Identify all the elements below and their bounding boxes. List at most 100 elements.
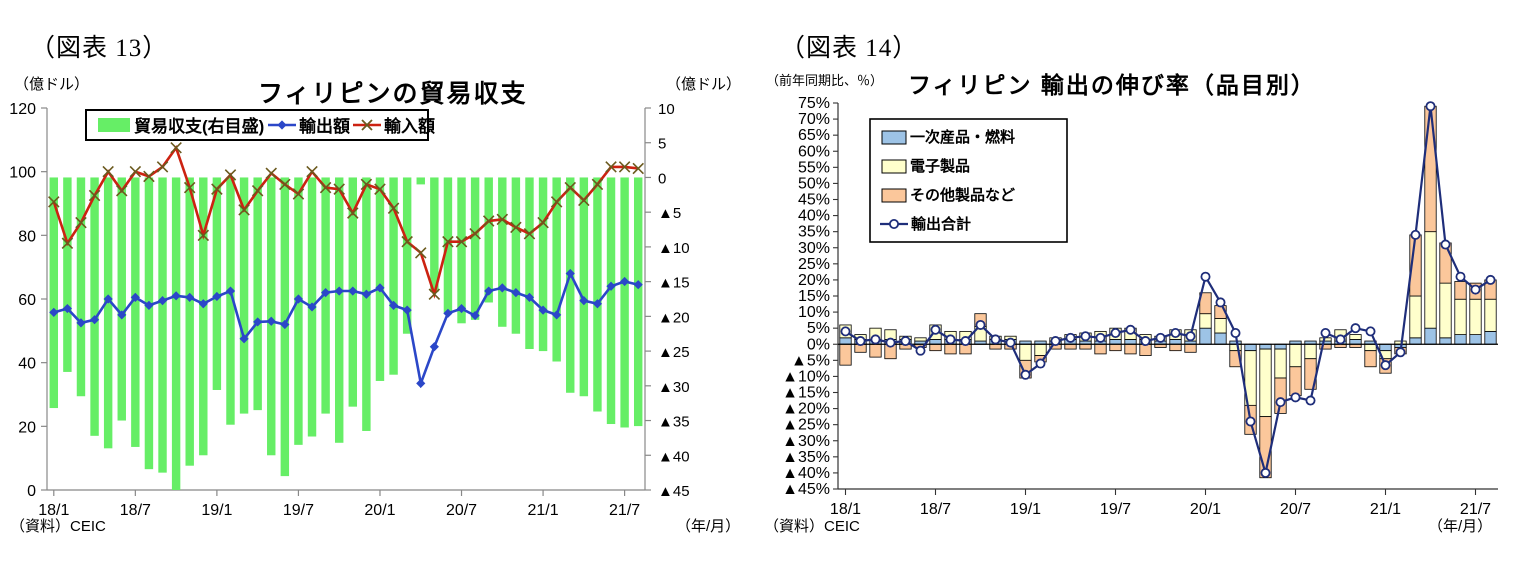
left-chart-bar bbox=[158, 177, 167, 473]
right-legend-marker-circle bbox=[888, 218, 899, 229]
left-chart-marker-diamond bbox=[293, 294, 304, 304]
right-chart-stacked-bar-segment bbox=[1439, 282, 1452, 339]
right-chart-y-tick-label: 25% bbox=[798, 256, 830, 273]
right-chart-stacked-bar-segment bbox=[1274, 377, 1287, 414]
left-chart-marker-cross bbox=[265, 167, 278, 180]
left-chart-marker-cross bbox=[197, 229, 210, 242]
left-chart-bar bbox=[633, 177, 643, 427]
left-chart-marker-diamond bbox=[321, 288, 331, 298]
figure-14-panel: （図表 14） （前年同期比、％） フィリピン 輸出の伸び率（品目別） （資料）… bbox=[760, 0, 1513, 580]
right-chart-y-tick-label: 10% bbox=[798, 304, 830, 321]
left-chart-marker-diamond bbox=[620, 276, 630, 287]
right-chart-marker-circle bbox=[1275, 397, 1286, 408]
left-chart-marker-cross bbox=[88, 189, 101, 202]
left-chart-marker-diamond bbox=[456, 303, 467, 314]
right-legend-label-1: 電子製品 bbox=[910, 157, 970, 175]
left-chart-marker-cross bbox=[61, 237, 74, 250]
left-chart-marker-cross bbox=[129, 165, 142, 178]
right-chart-title: フィリピン 輸出の伸び率（品目別） bbox=[908, 72, 1316, 98]
left-chart-marker-cross bbox=[632, 162, 644, 175]
left-chart-marker-cross bbox=[374, 183, 386, 195]
right-chart-stacked-bar-segment bbox=[1109, 339, 1122, 345]
left-chart-marker-diamond bbox=[361, 289, 371, 299]
left-chart-bar bbox=[103, 177, 113, 449]
left-chart-marker-cross bbox=[251, 185, 264, 197]
right-chart-stacked-bar-segment bbox=[1109, 343, 1122, 352]
left-chart-marker-diamond bbox=[524, 292, 535, 303]
right-chart-stacked-bar-segment bbox=[1319, 337, 1332, 342]
right-chart-stacked-bar-segment bbox=[944, 343, 957, 355]
right-chart-marker-circle bbox=[1170, 327, 1181, 338]
right-chart-stacked-bar-segment bbox=[1424, 105, 1437, 233]
left-chart-marker-diamond bbox=[103, 294, 113, 304]
right-chart-stacked-bar-segment bbox=[1259, 348, 1272, 418]
right-chart-stacked-bar-segment bbox=[1424, 327, 1437, 345]
left-chart-marker-diamond bbox=[416, 378, 426, 388]
right-chart-y-tick-label: 20% bbox=[798, 272, 830, 289]
left-chart-y2-tick-label: ▲20 bbox=[658, 309, 690, 326]
left-chart-marker-diamond bbox=[280, 319, 290, 330]
left-chart-marker-diamond bbox=[253, 317, 263, 327]
right-chart-y-tick-label: 45% bbox=[798, 192, 830, 209]
left-chart-marker-diamond bbox=[565, 268, 575, 279]
left-chart-y-tick-label: 60 bbox=[18, 292, 36, 309]
right-chart-stacked-bar-segment bbox=[1349, 339, 1362, 345]
right-chart-stacked-bar-segment bbox=[914, 337, 927, 342]
right-chart-y-tick-label: ▲20% bbox=[782, 401, 830, 418]
right-legend-label-total: 輸出合計 bbox=[911, 215, 971, 233]
left-chart-marker-diamond bbox=[130, 292, 140, 303]
left-chart-bar bbox=[63, 177, 72, 372]
right-chart-marker-circle bbox=[1485, 274, 1496, 285]
right-chart-stacked-bar-segment bbox=[1439, 337, 1452, 345]
left-chart-marker-cross bbox=[102, 165, 114, 178]
right-chart-stacked-bar-segment bbox=[1454, 334, 1467, 345]
right-chart-stacked-bar-segment bbox=[1424, 231, 1437, 329]
right-chart-y-tick-label: 75% bbox=[798, 95, 830, 112]
right-chart-stacked-bar-segment bbox=[1199, 313, 1212, 329]
right-chart-stacked-bar-segment bbox=[1364, 343, 1377, 352]
right-chart-stacked-bar-segment bbox=[1214, 332, 1227, 345]
right-chart-marker-circle bbox=[960, 336, 971, 347]
left-chart-marker-diamond bbox=[375, 283, 385, 293]
right-chart-y-tick-label: 70% bbox=[798, 111, 830, 128]
right-chart-stacked-bar-segment bbox=[1259, 343, 1272, 350]
right-chart-stacked-bar-segment bbox=[1124, 343, 1137, 355]
left-chart-marker-cross bbox=[75, 216, 87, 229]
left-chart-x-tick-label: 20/7 bbox=[446, 502, 477, 519]
left-chart-y2-tick-label: ▲5 bbox=[658, 205, 681, 222]
left-chart-marker-cross bbox=[455, 235, 468, 248]
left-chart-bar bbox=[498, 177, 507, 327]
left-chart-bar bbox=[511, 177, 521, 334]
right-chart-x-tick-label: 21/1 bbox=[1370, 501, 1401, 518]
right-chart-marker-circle bbox=[1470, 284, 1481, 295]
left-chart-y2-tick-label: ▲30 bbox=[658, 379, 690, 396]
left-chart-marker-diamond bbox=[470, 310, 480, 321]
right-chart-y-tick-label: 40% bbox=[798, 208, 830, 225]
left-chart-marker-diamond bbox=[579, 295, 589, 306]
right-chart-marker-circle bbox=[1335, 334, 1346, 345]
right-chart-stacked-bar-segment bbox=[1484, 298, 1497, 332]
right-chart-marker-circle bbox=[1020, 369, 1031, 380]
left-chart-marker-cross bbox=[156, 161, 169, 173]
left-chart-legend: 貿易収支(右目盛) 輸出額 輸入額 bbox=[85, 109, 435, 141]
right-chart-marker-circle bbox=[1200, 271, 1211, 282]
right-chart-marker-circle bbox=[1365, 326, 1376, 337]
left-chart-bar bbox=[49, 177, 59, 409]
left-chart-x-tick-label: 19/1 bbox=[201, 502, 232, 519]
left-chart-marker-cross bbox=[523, 227, 536, 240]
right-chart-stacked-bar-segment bbox=[1244, 343, 1257, 352]
left-chart-bar bbox=[144, 177, 154, 470]
right-chart-stacked-bar-segment bbox=[1349, 334, 1362, 340]
left-chart-bar bbox=[389, 177, 398, 375]
left-chart-marker-diamond bbox=[552, 310, 562, 320]
left-chart-marker-cross bbox=[387, 202, 400, 215]
right-chart-stacked-bar-segment bbox=[1274, 348, 1287, 379]
left-chart-marker-cross bbox=[469, 227, 481, 240]
right-chart-stacked-bar-segment bbox=[1379, 343, 1392, 352]
right-chart-marker-circle bbox=[915, 345, 926, 356]
right-chart-stacked-bar-segment bbox=[1019, 343, 1032, 361]
right-chart-marker-circle bbox=[1230, 327, 1241, 338]
right-chart-stacked-bar-segment bbox=[1064, 343, 1077, 350]
left-chart-y2-tick-label: ▲15 bbox=[658, 275, 690, 292]
